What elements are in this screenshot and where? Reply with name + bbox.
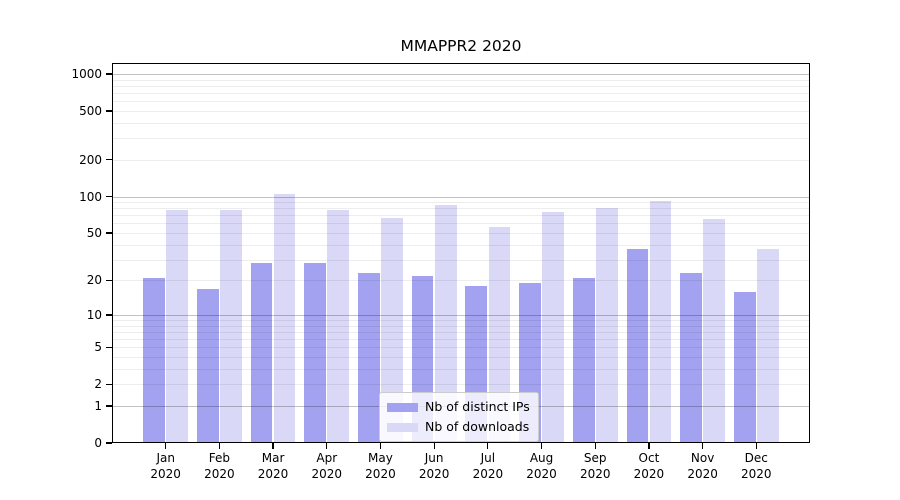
legend: Nb of distinct IPs Nb of downloads [379,392,539,442]
bar-nb-of-distinct-ips-may [358,273,380,443]
y-axis-tick [106,346,112,348]
bar-nb-of-downloads-aug [542,212,564,443]
bar-nb-of-distinct-ips-oct [626,248,649,443]
x-axis-tick [594,443,596,449]
bar-nb-of-downloads-sep [595,208,618,443]
y-tick-label: 5 [94,340,102,355]
x-tick-label: Feb 2020 [204,451,235,481]
legend-swatch-distinct-ips [387,402,418,412]
x-axis-tick [218,443,220,449]
x-axis-tick [165,443,167,449]
x-tick-label: Jun 2020 [418,451,450,481]
legend-item-downloads: Nb of downloads [387,418,530,436]
legend-item-distinct-ips: Nb of distinct IPs [387,398,530,416]
y-axis-tick [106,159,112,161]
bar-nb-of-downloads-jun [434,205,457,443]
x-tick-label: Oct 2020 [633,451,665,481]
bar-nb-of-downloads-oct [649,200,672,443]
x-tick-label: Sep 2020 [579,451,611,481]
x-axis-tick [433,443,435,449]
x-axis-tick [540,443,543,449]
legend-label-downloads: Nb of downloads [425,419,530,434]
y-axis-tick [106,232,112,234]
x-axis-tick [702,443,704,449]
y-axis-tick [106,383,112,385]
y-axis-tick [106,442,112,444]
x-axis-tick [379,443,382,449]
bar-nb-of-downloads-apr [327,209,350,443]
chart-title: MMAPPR2 2020 [400,37,522,55]
y-tick-label: 1 [94,398,102,413]
x-tick-label: Jan 2020 [150,451,181,481]
bar-nb-of-distinct-ips-feb [196,288,219,443]
y-tick-label: 1000 [71,67,102,82]
y-tick-label: 200 [79,152,102,167]
y-tick-label: 2 [94,377,102,392]
y-tick-label: 10 [86,307,102,322]
x-axis-tick [487,443,489,449]
x-axis-tick [755,443,757,449]
x-tick-label: Aug 2020 [526,451,557,481]
legend-swatch-downloads [387,422,418,432]
bar-nb-of-downloads-feb [220,209,242,443]
bar-nb-of-distinct-ips-nov [680,273,702,443]
y-tick-label: 100 [79,189,102,204]
y-tick-label: 500 [79,104,102,118]
legend-label-distinct-ips: Nb of distinct IPs [425,399,530,414]
bar-nb-of-distinct-ips-apr [304,263,327,443]
x-tick-label: Jul 2020 [472,451,504,481]
bar-nb-of-downloads-may [381,217,403,443]
bar-nb-of-distinct-ips-dec [733,291,756,443]
bar-nb-of-downloads-dec [757,248,779,443]
y-tick-label: 0 [94,436,102,450]
bar-nb-of-downloads-jan [166,209,189,443]
y-axis-tick [106,110,112,112]
bar-nb-of-downloads-jul [488,227,511,443]
y-axis-tick [106,195,112,198]
bar-nb-of-downloads-mar [273,194,296,443]
y-axis-tick [106,405,112,407]
x-axis-tick [326,443,328,449]
x-tick-label: Apr 2020 [311,451,343,481]
y-axis-tick [106,73,112,75]
x-axis-tick [272,443,274,449]
x-tick-label: Mar 2020 [257,451,289,481]
y-tick-label: 20 [86,273,102,288]
bar-nb-of-distinct-ips-sep [572,277,595,443]
bar-nb-of-distinct-ips-jan [143,277,165,443]
x-tick-label: May 2020 [365,451,396,481]
y-tick-label: 50 [86,226,102,241]
x-tick-label: Dec 2020 [741,451,772,481]
axes-frame [112,63,810,443]
x-axis-tick [648,443,650,449]
y-axis-tick [106,314,112,316]
y-axis-tick [106,279,112,281]
bar-nb-of-downloads-nov [703,219,725,443]
x-tick-label: Nov 2020 [687,451,718,481]
bar-nb-of-distinct-ips-mar [250,263,273,443]
